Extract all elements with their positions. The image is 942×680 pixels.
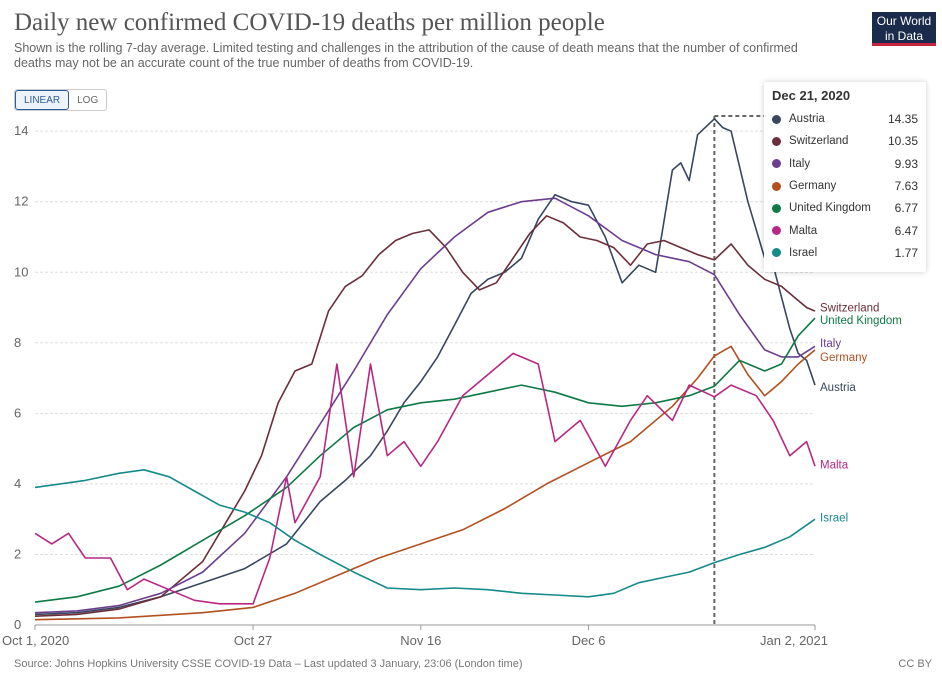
series-end-label[interactable]: Germany [820,352,868,364]
series-end-label[interactable]: Israel [820,512,848,524]
chart-grid [35,130,815,626]
series-dot-icon [772,226,781,236]
tooltip-series-name: Germany [789,180,837,193]
series-dot-icon [772,114,781,124]
series-line-malta[interactable] [34,352,816,605]
linear-scale-button[interactable]: LINEAR [15,90,70,110]
x-tick-label: Oct 27 [234,633,272,648]
logo-line-1: Our World [876,14,932,28]
y-axis: 0 2 4 6 8 10 12 14 [14,123,28,632]
y-tick-label: 14 [14,123,28,138]
series-end-label[interactable]: Switzerland [820,303,879,315]
x-tick-label: Nov 16 [400,633,441,648]
y-tick-label: 10 [14,264,28,279]
hover-tooltip: Dec 21, 2020 Austria 14.35 Switzerland 10.3… [764,82,926,273]
tooltip-series-name: United Kingdom [789,202,871,215]
tooltip-rows: Austria 14.35 Switzerland 10.35 Italy 9.93 Ger… [772,108,918,264]
tooltip-row: Italy 9.93 [772,153,918,175]
series-dot-icon [772,203,781,213]
tooltip-row: United Kingdom 6.77 [772,197,918,219]
log-scale-button[interactable]: LOG [77,94,99,106]
series-end-labels: Austria Switzerland Italy Germany United Kin… [820,303,902,525]
owid-logo[interactable]: Our World in Data [872,12,936,46]
tooltip-row: Israel 1.77 [772,242,918,264]
tooltip-series-value: 6.77 [894,201,918,216]
series-lines [34,118,816,621]
tooltip-row: Malta 6.47 [772,219,918,241]
source-note[interactable]: Source: Johns Hopkins University CSSE CO… [14,658,523,670]
x-tick-label: Dec 6 [572,633,606,648]
series-end-label[interactable]: Italy [820,338,841,350]
tooltip-row: Austria 14.35 [772,108,918,130]
series-end-label[interactable]: Austria [820,382,856,394]
tooltip-series-value: 9.93 [894,156,918,171]
tooltip-series-name: Italy [789,157,811,170]
y-tick-label: 2 [14,546,21,561]
tooltip-series-value: 14.35 [887,112,918,127]
tooltip-series-value: 10.35 [887,134,918,149]
tooltip-date: Dec 21, 2020 [772,88,851,103]
scale-toggle: LINEAR LOG [14,89,108,111]
y-tick-label: 8 [14,335,21,350]
tooltip-series-name: Malta [789,224,818,237]
tooltip-series-name: Israel [789,246,818,259]
series-dot-icon [772,136,781,146]
tooltip-series-name: Austria [789,113,825,126]
chart-subtitle: Shown is the rolling 7-day average. Limi… [14,41,798,70]
x-tick-label: Jan 2, 2021 [760,633,828,648]
y-tick-label: 6 [14,405,21,420]
series-dot-icon [772,248,781,258]
series-end-label[interactable]: United Kingdom [820,315,902,327]
y-tick-label: 12 [14,194,28,209]
series-line-israel[interactable] [34,469,816,598]
logo-line-2: in Data [884,29,924,43]
tooltip-row: Switzerland 10.35 [772,130,918,152]
series-line-united-kingdom[interactable] [34,317,816,603]
x-axis: Oct 1, 2020 Oct 27 Nov 16 Dec 6 Jan 2, 2021 [2,625,828,648]
tooltip-series-value: 1.77 [894,245,918,260]
hover-indicator [713,115,770,625]
series-line-switzerland[interactable] [34,215,816,617]
tooltip-row: Germany 7.63 [772,175,918,197]
series-line-germany[interactable] [34,345,816,621]
tooltip-series-name: Switzerland [789,135,849,148]
license-label[interactable]: CC BY [898,658,932,670]
y-tick-label: 0 [14,617,21,632]
tooltip-series-value: 7.63 [894,179,918,194]
tooltip-series-value: 6.47 [894,223,918,238]
series-dot-icon [772,159,781,169]
series-dot-icon [772,181,781,191]
series-line-austria[interactable] [34,118,816,616]
chart-title: Daily new confirmed COVID-19 deaths per … [14,9,605,36]
y-tick-label: 4 [14,476,21,491]
x-tick-label: Oct 1, 2020 [2,633,69,648]
series-end-label[interactable]: Malta [820,460,849,472]
series-line-italy[interactable] [34,197,816,614]
